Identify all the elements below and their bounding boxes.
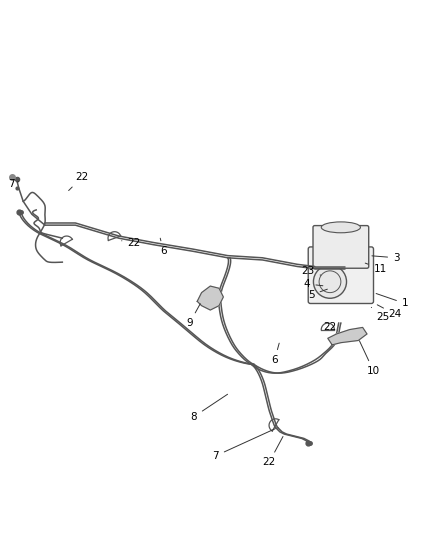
Text: 5: 5 bbox=[308, 289, 327, 300]
Text: 6: 6 bbox=[160, 238, 167, 256]
Text: 7: 7 bbox=[8, 179, 19, 189]
Text: 11: 11 bbox=[365, 263, 387, 273]
Text: 1: 1 bbox=[376, 294, 408, 309]
Text: 23: 23 bbox=[301, 266, 321, 276]
Ellipse shape bbox=[321, 222, 360, 233]
FancyBboxPatch shape bbox=[313, 225, 369, 268]
Text: 22: 22 bbox=[323, 322, 337, 333]
Text: 25: 25 bbox=[371, 308, 390, 321]
Text: 9: 9 bbox=[186, 304, 200, 328]
Circle shape bbox=[314, 265, 346, 298]
Text: 22: 22 bbox=[69, 172, 88, 191]
Text: 3: 3 bbox=[372, 253, 400, 263]
Text: 24: 24 bbox=[377, 305, 402, 319]
Polygon shape bbox=[328, 327, 367, 345]
Polygon shape bbox=[197, 286, 223, 310]
Text: 22: 22 bbox=[122, 238, 141, 247]
Text: 4: 4 bbox=[304, 279, 323, 289]
FancyBboxPatch shape bbox=[308, 247, 374, 303]
Text: 7: 7 bbox=[212, 429, 275, 461]
Text: 6: 6 bbox=[271, 343, 279, 365]
Text: 22: 22 bbox=[262, 437, 283, 467]
Text: 8: 8 bbox=[191, 394, 228, 422]
Text: 10: 10 bbox=[360, 341, 380, 376]
